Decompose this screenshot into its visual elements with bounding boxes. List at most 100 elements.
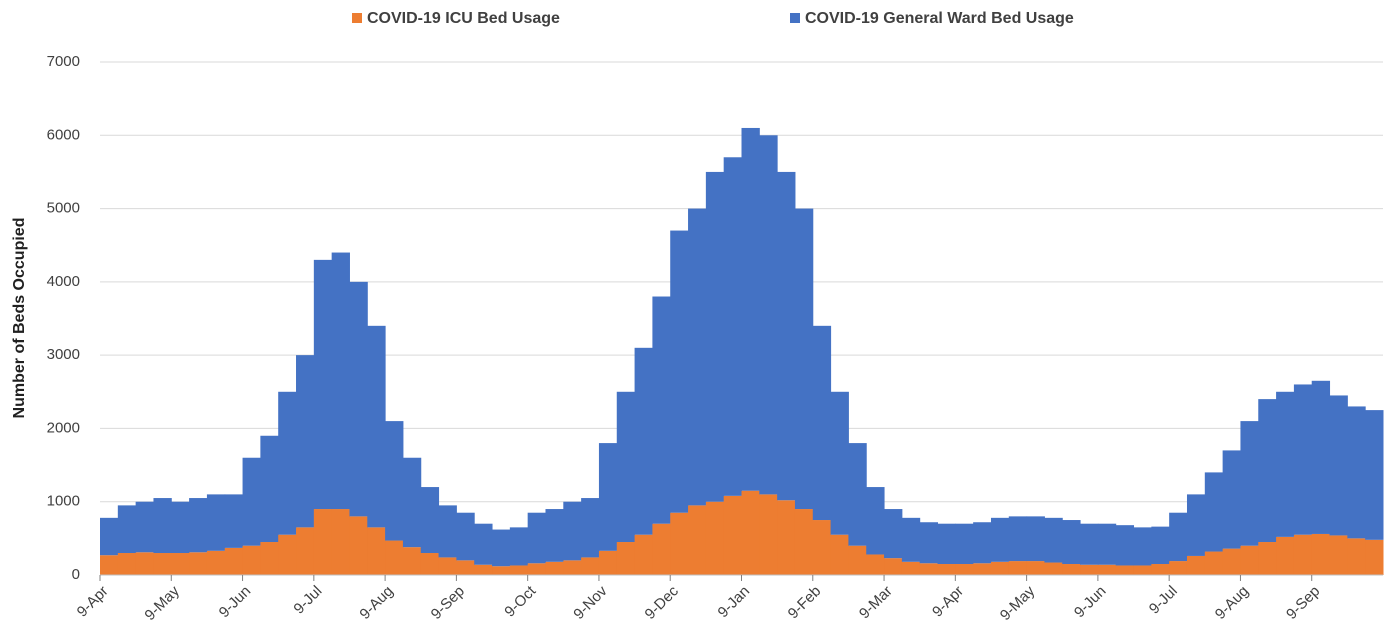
bar-segment [1365, 410, 1384, 540]
bar-segment [474, 523, 493, 565]
bar-segment [545, 509, 564, 562]
x-tick-label: 9-May [141, 582, 183, 624]
bar-segment [705, 171, 725, 502]
bar-segment [1008, 516, 1028, 562]
bar-segment [296, 355, 315, 528]
bar-segment [367, 527, 386, 575]
bar-segment [385, 421, 404, 541]
bar-segment [1151, 526, 1170, 565]
bar-segment [616, 391, 636, 543]
bar-segment [563, 560, 582, 575]
bar-segment [1276, 391, 1295, 537]
bar-segment [830, 534, 849, 575]
bar-segment [385, 540, 404, 575]
bar-segment [777, 500, 796, 575]
bar-segment [224, 494, 244, 548]
x-tick-label: 9-May [997, 582, 1039, 624]
x-tick-label: 9-Sep [1283, 583, 1323, 623]
bar-segment [598, 550, 618, 575]
bar-segment [153, 498, 172, 554]
bar-segment [349, 281, 368, 517]
bar-segment [723, 157, 742, 496]
x-tick-label: 9-Aug [1212, 583, 1252, 623]
bar-segment [581, 557, 600, 575]
bar-segment [313, 259, 333, 510]
bar-segment [866, 487, 885, 555]
bar-segment [1222, 548, 1241, 575]
x-tick-label: 9-Jun [216, 583, 255, 622]
legend-swatch [352, 13, 362, 23]
x-tick-label: 9-Nov [570, 582, 611, 623]
bar-segment [1311, 380, 1331, 534]
y-tick-label: 5000 [47, 200, 80, 217]
bar-segment [278, 534, 297, 575]
bar-segment [1044, 562, 1063, 575]
bar-segment [1151, 564, 1170, 575]
bar-segment [420, 553, 440, 575]
bar-segment [1026, 561, 1045, 575]
bar-segment [1115, 525, 1135, 566]
bar-segment [1169, 561, 1188, 575]
x-tick-label: 9-Aug [356, 583, 396, 623]
bar-segment [794, 509, 814, 575]
bar-segment [1329, 535, 1348, 575]
bar-segment [1044, 517, 1063, 563]
bar-segment [616, 542, 636, 575]
bar-segment [990, 561, 1010, 575]
x-tick-label: 9-Mar [856, 583, 896, 623]
bar-segment [100, 517, 119, 556]
bar-segment [652, 523, 671, 575]
bar-segment [1186, 494, 1206, 556]
bar-segment [1347, 538, 1366, 575]
x-tick-label: 9-Apr [929, 583, 967, 621]
bar-segment [171, 501, 190, 554]
x-tick-label: 9-Sep [428, 583, 468, 623]
bar-segment [1008, 561, 1028, 575]
bar-segment [1311, 533, 1331, 575]
bar-segment [937, 523, 956, 565]
legend-label: COVID-19 ICU Bed Usage [367, 10, 560, 27]
bar-segment [990, 517, 1010, 562]
bar-segment [456, 512, 475, 561]
y-axis-label: Number of Beds Occupied [11, 218, 28, 419]
y-tick-label: 2000 [47, 419, 80, 436]
bar-segment [812, 520, 832, 575]
bar-segment [474, 564, 493, 575]
bar-segment [296, 527, 315, 575]
bar-segment [420, 487, 440, 554]
bar-segment [1204, 551, 1224, 575]
bar-segment [884, 509, 903, 559]
bar-segment [848, 443, 867, 546]
bar-segment [1062, 520, 1081, 565]
bar-segment [884, 558, 903, 575]
bar-segment [1080, 523, 1099, 565]
bar-segment [1097, 523, 1117, 565]
bar-segment [634, 347, 653, 535]
bar-segment [206, 550, 226, 575]
bar-segment [1329, 395, 1348, 536]
bar-segment [349, 516, 368, 575]
y-tick-label: 7000 [47, 53, 80, 70]
bar-segment [973, 563, 992, 575]
bar-segment [1115, 565, 1135, 575]
bar-segment [278, 391, 297, 535]
bar-segment [634, 534, 653, 575]
bar-segment [117, 505, 137, 554]
bar-segment [171, 553, 190, 575]
x-tick-label: 9-Dec [642, 582, 683, 623]
bar-segment [1204, 472, 1224, 552]
x-tick-label: 9-Jul [290, 583, 325, 618]
x-tick-label: 9-Apr [74, 583, 112, 621]
bar-segment [688, 505, 707, 575]
bar-segment [206, 494, 226, 551]
bar-segment [492, 566, 511, 575]
bar-segment [670, 230, 689, 513]
bar-segment [563, 501, 582, 561]
bar-segment [438, 557, 457, 575]
y-tick-label: 4000 [47, 273, 80, 290]
bar-segment [260, 435, 279, 543]
bar-segment [955, 564, 974, 575]
legend-swatch [790, 13, 800, 23]
bar-segment [741, 490, 760, 575]
